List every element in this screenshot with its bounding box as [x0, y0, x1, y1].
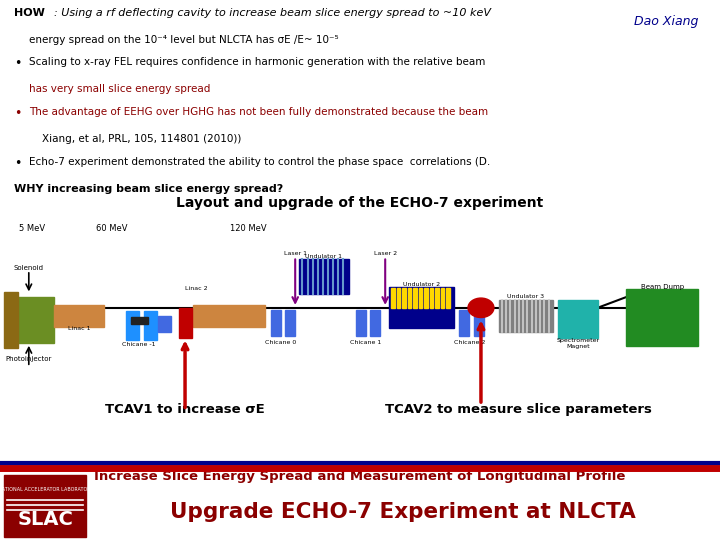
Text: Xiang, et al, PRL, 105, 114801 (2010)): Xiang, et al, PRL, 105, 114801 (2010)): [29, 134, 241, 144]
Text: Layout and upgrade of the ECHO-7 experiment: Layout and upgrade of the ECHO-7 experim…: [176, 195, 544, 210]
Text: Chicane -1: Chicane -1: [122, 342, 156, 347]
Text: 60 MeV: 60 MeV: [96, 224, 127, 233]
Text: energy spread on the 10⁻⁴ level but NLCTA has σE /E~ 10⁻⁵: energy spread on the 10⁻⁴ level but NLCT…: [29, 35, 338, 45]
Text: Linac 1: Linac 1: [68, 326, 91, 331]
Text: •: •: [14, 107, 22, 120]
Bar: [436, 288, 439, 308]
Text: Laser 1: Laser 1: [284, 251, 307, 256]
Text: TCAV1 to increase σE: TCAV1 to increase σE: [105, 403, 265, 416]
Text: Dao Xiang: Dao Xiang: [634, 15, 698, 28]
Bar: [4, 292, 18, 348]
Text: Magnet: Magnet: [566, 345, 590, 349]
Text: Upgrade ECHO-7 Experiment at NLCTA: Upgrade ECHO-7 Experiment at NLCTA: [171, 502, 636, 522]
Text: Echo-7 experiment demonstrated the ability to control the phase space  correlati: Echo-7 experiment demonstrated the abili…: [29, 157, 490, 167]
Bar: [356, 310, 366, 336]
Bar: [271, 310, 281, 336]
Text: Linac 2: Linac 2: [185, 286, 208, 291]
Text: The advantage of EEHG over HGHG has not been fully demonstrated because the beam: The advantage of EEHG over HGHG has not …: [29, 107, 488, 117]
Text: Increase Slice Energy Spread and Measurement of Longitudinal Profile: Increase Slice Energy Spread and Measure…: [94, 470, 626, 483]
Text: NATIONAL ACCELERATOR LABORATORY: NATIONAL ACCELERATOR LABORATORY: [0, 487, 93, 492]
Text: SLAC: SLAC: [17, 510, 73, 529]
Text: has very small slice energy spread: has very small slice energy spread: [29, 84, 210, 94]
Bar: [131, 317, 148, 324]
Bar: [144, 310, 157, 340]
Text: Laser 2: Laser 2: [374, 251, 397, 256]
Text: Photoinjector: Photoinjector: [6, 356, 52, 362]
Text: TCAV2 to measure slice parameters: TCAV2 to measure slice parameters: [385, 403, 652, 416]
Bar: [499, 300, 553, 332]
Bar: [285, 310, 295, 336]
Bar: [397, 288, 400, 308]
Bar: [474, 310, 484, 336]
Bar: [459, 310, 469, 336]
Text: •: •: [14, 157, 22, 170]
Bar: [626, 289, 698, 346]
Text: •: •: [14, 57, 22, 70]
Bar: [424, 288, 428, 308]
Text: : Using a rf deflecting cavity to increase beam slice energy spread to ~10 keV: : Using a rf deflecting cavity to increa…: [54, 8, 491, 18]
Text: Chicane 0: Chicane 0: [265, 340, 297, 345]
Bar: [126, 310, 139, 340]
Bar: [413, 288, 417, 308]
Text: 120 MeV: 120 MeV: [230, 224, 266, 233]
Text: Undulator 3: Undulator 3: [508, 294, 544, 299]
Text: Chicane 2: Chicane 2: [454, 340, 485, 345]
Bar: [441, 288, 444, 308]
Text: Solenoid: Solenoid: [14, 265, 44, 271]
Bar: [430, 288, 433, 308]
Circle shape: [468, 298, 494, 318]
Text: Undulator 2: Undulator 2: [402, 282, 440, 287]
Text: WHY increasing beam slice energy spread?: WHY increasing beam slice energy spread?: [14, 184, 284, 194]
Bar: [446, 288, 450, 308]
Bar: [54, 305, 104, 327]
Bar: [389, 287, 454, 328]
Bar: [370, 310, 380, 336]
Bar: [558, 300, 598, 338]
Bar: [408, 288, 411, 308]
Bar: [193, 305, 265, 327]
Bar: [4, 475, 86, 537]
Text: Beam Dump: Beam Dump: [641, 284, 684, 289]
Text: 5 MeV: 5 MeV: [19, 224, 45, 233]
Bar: [402, 288, 405, 308]
Bar: [391, 288, 395, 308]
Bar: [419, 288, 422, 308]
Text: Chicane 1: Chicane 1: [350, 340, 382, 345]
Text: Undulator 1: Undulator 1: [305, 254, 343, 259]
Bar: [299, 259, 349, 294]
Text: HOW: HOW: [14, 8, 45, 18]
Bar: [158, 316, 171, 332]
Bar: [179, 308, 192, 338]
Text: Scaling to x-ray FEL requires confidence in harmonic generation with the relativ: Scaling to x-ray FEL requires confidence…: [29, 57, 485, 68]
Text: Spectrometer: Spectrometer: [557, 338, 599, 343]
Bar: [14, 297, 54, 343]
